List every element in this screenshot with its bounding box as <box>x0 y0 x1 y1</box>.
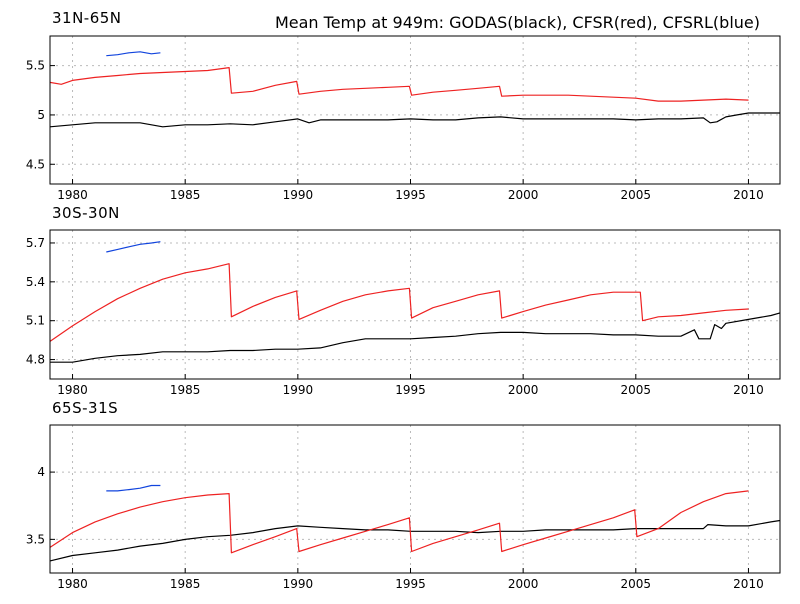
panel-3-ytick-label-0: 3.5 <box>26 532 45 546</box>
panel-3-series-cfsrl <box>106 484 161 492</box>
panel-1-ytick-label-1: 5 <box>37 108 45 122</box>
panel-2-xtick-label-3: 1995 <box>395 383 426 397</box>
panel-1-xtick-label-6: 2010 <box>733 188 764 202</box>
panel-2-ytick-label-3: 5.7 <box>26 236 45 250</box>
panel-3-xtick-label-4: 2000 <box>508 577 539 591</box>
panel-3-ytick-label-1: 4 <box>37 465 45 479</box>
panel-1-ytick-label-0: 4.5 <box>26 157 45 171</box>
panel-1-series-cfsrl <box>106 51 161 57</box>
panel-3-xtick-label-3: 1995 <box>395 577 426 591</box>
panel-2: 30S-30N 1980 1985 1990 1995 2000 2005 2010 4.8 5… <box>26 204 781 397</box>
panel-2-ticks: 1980 1985 1990 1995 2000 2005 2010 4.8 5.1 5.4 5.7 <box>26 236 764 397</box>
panel-2-xtick-label-1: 1985 <box>170 383 201 397</box>
panel-3-ticks: 1980 1985 1990 1995 2000 2005 2010 3.5 4 <box>26 465 764 591</box>
panel-1-xtick-label-5: 2005 <box>621 188 652 202</box>
panel-3-series-cfsr <box>49 490 749 554</box>
panel-3-xtick-label-2: 1990 <box>283 577 314 591</box>
panel-3-xtick-label-5: 2005 <box>621 577 652 591</box>
panel-1-xtick-label-0: 1980 <box>57 188 88 202</box>
panel-2-frame <box>49 229 781 380</box>
panel-2-grid <box>50 230 780 379</box>
panel-3-series-godas <box>49 519 781 562</box>
panel-1-grid <box>50 36 780 184</box>
panel-2-ytick-label-1: 5.1 <box>26 314 45 328</box>
panel-2-xtick-label-4: 2000 <box>508 383 539 397</box>
chart-title: Mean Temp at 949m: GODAS(black), CFSR(re… <box>275 13 760 32</box>
panel-1-xtick-label-3: 1995 <box>395 188 426 202</box>
panel-2-series <box>49 241 781 363</box>
panel-2-xtick-label-2: 1990 <box>283 383 314 397</box>
panel-1-xtick-label-2: 1990 <box>283 188 314 202</box>
panel-2-title: 30S-30N <box>52 204 120 222</box>
panel-1-frame <box>49 35 781 185</box>
panel-3-title: 65S-31S <box>52 399 118 417</box>
panel-3-xtick-label-0: 1980 <box>57 577 88 591</box>
panel-3-frame <box>49 424 781 574</box>
panel-1-title: 31N-65N <box>52 9 122 27</box>
panel-2-xtick-label-5: 2005 <box>621 383 652 397</box>
panel-2-series-cfsr <box>49 263 749 342</box>
panel-1-series <box>49 51 780 128</box>
panel-1-ytick-label-2: 5.5 <box>26 59 45 73</box>
panel-2-ytick-label-0: 4.8 <box>26 353 45 367</box>
panel-3-xtick-label-6: 2010 <box>733 577 764 591</box>
panel-2-ytick-label-2: 5.4 <box>26 275 45 289</box>
panel-2-xtick-label-6: 2010 <box>733 383 764 397</box>
panel-3-xtick-label-1: 1985 <box>170 577 201 591</box>
panel-1-series-cfsr <box>49 66 749 102</box>
panel-3-grid <box>50 425 780 573</box>
panel-1: 31N-65N 1980 1985 1990 1995 2000 2005 2010 4.5 5… <box>26 9 781 202</box>
panel-1-xtick-label-4: 2000 <box>508 188 539 202</box>
panel-3-series <box>49 484 781 562</box>
panel-2-xtick-label-0: 1980 <box>57 383 88 397</box>
panel-1-series-godas <box>49 112 780 128</box>
panel-2-series-godas <box>50 312 781 363</box>
panel-1-xtick-label-1: 1985 <box>170 188 201 202</box>
panel-3: 65S-31S 1980 1985 1990 1995 2000 2005 2010 3.5 4 <box>26 399 781 591</box>
panel-1-ticks: 1980 1985 1990 1995 2000 2005 2010 4.5 5 5.5 <box>26 59 764 202</box>
panel-2-series-cfsrl <box>106 241 161 253</box>
